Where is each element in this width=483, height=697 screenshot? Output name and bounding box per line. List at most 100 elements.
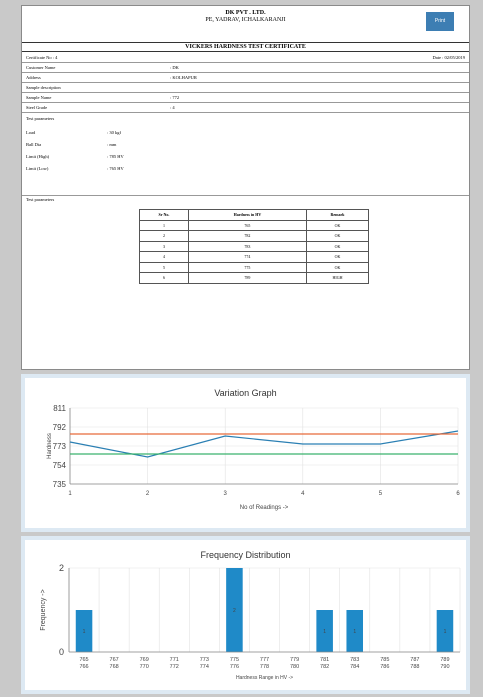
x-tick-label: 5 [379,491,383,497]
x-tick-label: 4 [301,491,305,497]
x-tick-label: 773 [200,657,209,663]
table-row: 1 765 OK [139,219,370,231]
x-axis-label: Hardness Range in HV -> [236,675,293,681]
x-tick-label: 775 [230,657,239,663]
y-tick-label: 2 [59,563,64,573]
x-tick-label: 779 [290,657,299,663]
ball-value: : mm [107,142,117,147]
series-line-1 [69,430,459,458]
col-header-remark: Remark [305,209,370,221]
test-params-section: Test parameters Load : 30 kgf Ball Dia :… [22,113,469,196]
certificate: DK PVT . LTD. PE, YADRAV, ICHALKARANJI P… [21,5,470,370]
x-tick-label: 774 [200,664,209,670]
frequency-distribution-title: Frequency Distribution [200,550,291,560]
readings-table: Sr No. Hardness in HV Remark 1 765 OK 2 782… [139,209,370,284]
limit-low-label: Limit (Low) [26,166,49,171]
bar-data-label: 1 [444,629,447,635]
x-tick-label: 788 [410,664,419,670]
x-tick-label: 786 [380,664,389,670]
variation-graph-title: Variation Graph [214,388,277,398]
y-axis-label: Hardness [47,433,53,459]
test-params-title: Test parameters [26,116,55,121]
x-tick-label: 784 [350,664,359,670]
cell-hardness: 775 [187,261,307,273]
bar [346,610,364,652]
limit-high-row: Limit (High) : 785 HV [26,152,124,162]
customer-row: Customer Name : DK [22,63,469,73]
limit-high-value: : 785 HV [107,154,124,159]
y-tick-label: 792 [53,423,67,432]
frequency-distribution-panel: Frequency Distribution 0 2 765 766 1 767 768 76… [21,536,470,694]
bar [436,610,454,652]
load-row: Load : 30 kgf [26,128,121,138]
company-name: DK PVT . LTD. [225,10,266,16]
x-tick-label: 766 [79,664,88,670]
company-address: PE, YADRAV, ICHALKARANJI [205,17,286,23]
cell-remark: OK [305,251,370,263]
y-tick-label: 811 [53,404,66,413]
cell-remark: OK [305,240,370,252]
x-tick-label: 783 [350,657,359,663]
cell-hardness: 782 [187,230,307,242]
x-tick-label: 1 [68,491,72,497]
certificate-header: DK PVT . LTD. PE, YADRAV, ICHALKARANJI [22,6,469,42]
cell-srno: 6 [139,272,189,284]
x-tick-label: 789 [440,657,449,663]
y-tick-label: 735 [53,480,67,489]
x-tick-label: 2 [146,491,150,497]
certificate-no-row: Certificate No : 4 Date : 02/05/2019 [22,53,469,63]
results-title: Test parameters [26,197,55,202]
cell-hardness: 765 [187,219,307,231]
cell-srno: 1 [139,219,189,231]
certificate-date: Date : 02/05/2019 [432,55,466,60]
cell-srno: 4 [139,251,189,263]
bar-data-label: 1 [353,629,356,635]
col-header-srno: Sr No. [139,209,189,221]
table-row: 3 783 OK [139,240,370,252]
y-tick-label: 773 [53,442,67,451]
address-row: Address : KOLHAPUR [22,73,469,83]
x-axis-label: No of Readings -> [240,505,289,511]
x-tick-label: 6 [456,491,460,497]
table-row: 4 774 OK [139,251,370,263]
table-row: 5 775 OK [139,261,370,273]
sample-name-row: Sample Name : 772 [22,93,469,103]
cell-srno: 5 [139,261,189,273]
x-tick-label: 787 [410,657,419,663]
x-tick-label: 767 [110,657,119,663]
cell-remark: OK [305,219,370,231]
sample-name-label: Sample Name [26,95,52,100]
x-tick-label: 776 [230,664,239,670]
print-button[interactable]: Print [426,12,454,31]
table-header-row: Sr No. Hardness in HV Remark [139,209,370,221]
x-tick-label: 769 [140,657,149,663]
x-tick-label: 778 [260,664,269,670]
ball-row: Ball Dia : mm [26,140,116,150]
bar-data-label: 1 [83,629,86,635]
customer-label: Customer Name [26,65,56,70]
load-value: : 30 kgf [107,130,121,135]
limit-low-value: : 765 HV [107,166,124,171]
x-tick-label: 770 [140,664,149,670]
sample-desc-row: Sample description [22,83,469,93]
table-row: 2 782 OK [139,230,370,242]
steel-grade-value: : 4 [170,105,175,110]
address-value: : KOLHAPUR [170,75,197,80]
certificate-title: VICKERS HARDNESS TEST CERTIFICATE [22,42,469,52]
sample-name-value: : 772 [170,95,180,100]
x-tick-label: 785 [380,657,389,663]
y-tick-label: 754 [53,461,67,470]
x-tick-label: 777 [260,657,269,663]
cell-hardness: 783 [187,240,307,252]
y-tick-label: 0 [59,647,64,657]
x-tick-label: 781 [320,657,329,663]
x-tick-label: 780 [290,664,299,670]
x-tick-label: 772 [170,664,179,670]
bar-data-label: 2 [233,608,236,614]
limit-low-row: Limit (Low) : 765 HV [26,164,124,174]
steel-grade-label: Steel Grade [26,105,48,110]
bar [226,568,243,652]
steel-grade-row: Steel Grade : 4 [22,103,469,113]
address-label: Address [26,75,41,80]
